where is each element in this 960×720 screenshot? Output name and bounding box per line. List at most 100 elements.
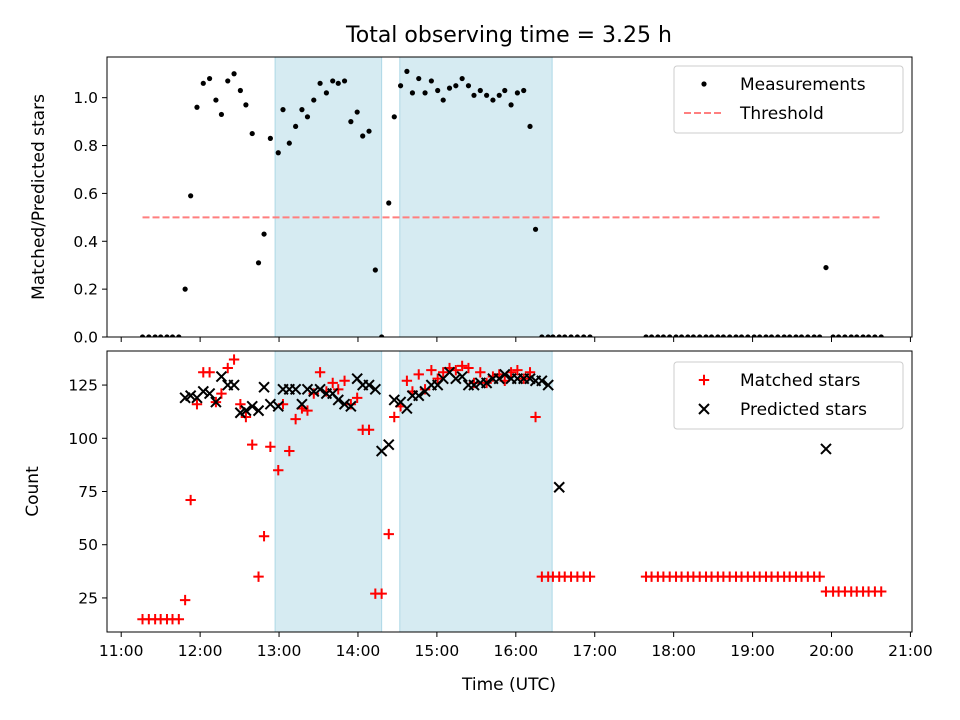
data-point <box>587 334 593 337</box>
panel-ratio: 0.0 0.2 0.4 0.6 0.8 1.0 Matched/Predicted star… <box>29 56 913 347</box>
legend-swatch <box>698 374 710 386</box>
data-point <box>426 364 437 376</box>
data-point <box>272 400 284 413</box>
data-point <box>152 334 158 337</box>
data-point <box>376 588 387 599</box>
legend-swatch <box>701 81 707 87</box>
data-point <box>386 200 392 206</box>
x-tick-label: 21:00 <box>888 642 933 660</box>
panel-counts: 11:00 12:00 13:00 14:00 15:00 16:00 17:00 18:00… <box>23 350 933 660</box>
data-point <box>745 334 751 337</box>
data-point <box>660 334 666 337</box>
legend: Measurements Threshold <box>673 65 904 134</box>
legend-label: Measurements <box>740 75 866 95</box>
data-point <box>265 441 276 452</box>
data-point <box>363 424 375 435</box>
data-point <box>240 404 252 417</box>
data-point <box>435 87 441 94</box>
data-point <box>404 68 410 74</box>
plot-area <box>137 354 887 625</box>
data-point <box>339 375 350 387</box>
data-point <box>218 111 225 118</box>
data-point <box>574 334 580 337</box>
data-point <box>360 133 366 139</box>
chart-title: Total observing time = 3.25 h <box>345 23 672 48</box>
data-point <box>203 387 216 400</box>
axes-frame <box>106 56 913 338</box>
data-point <box>225 78 231 84</box>
data-point <box>878 334 884 337</box>
data-point <box>372 267 378 273</box>
data-point <box>332 394 344 406</box>
data-point <box>817 334 823 337</box>
data-point <box>228 354 240 365</box>
data-point <box>872 334 878 337</box>
observing-interval-2 <box>399 56 553 338</box>
data-point <box>351 392 363 404</box>
data-point <box>391 114 397 120</box>
data-point <box>304 114 311 120</box>
data-point <box>453 83 459 89</box>
data-point <box>865 334 872 337</box>
data-point <box>463 362 474 374</box>
data-point <box>383 528 394 540</box>
x-tick-label: 20:00 <box>809 642 854 660</box>
x-tick-label: 12:00 <box>178 642 223 660</box>
data-point <box>191 399 203 410</box>
y-tick-label: 1.0 <box>73 89 98 107</box>
legend-label: Predicted stars <box>740 400 867 420</box>
data-point <box>581 334 587 337</box>
data-point <box>301 383 314 396</box>
x-tick-label: 14:00 <box>336 642 381 660</box>
data-point <box>383 438 395 451</box>
data-point <box>200 80 206 86</box>
data-point <box>341 78 348 84</box>
data-point <box>261 231 267 237</box>
data-point <box>496 92 502 98</box>
data-point <box>314 383 326 396</box>
data-point <box>369 383 382 396</box>
data-point <box>842 334 848 337</box>
data-point <box>475 367 486 378</box>
data-point <box>173 614 185 625</box>
x-tick-label: 16:00 <box>493 642 538 660</box>
data-point <box>409 90 416 96</box>
data-point <box>237 87 243 94</box>
data-point <box>545 334 551 337</box>
data-point <box>655 334 661 337</box>
x-tick-label: 19:00 <box>730 642 775 660</box>
data-point <box>550 334 556 337</box>
data-point <box>273 465 284 476</box>
data-point <box>338 398 351 410</box>
data-point <box>568 334 574 337</box>
data-point <box>182 286 188 292</box>
plot-area <box>139 68 884 337</box>
data-point <box>314 367 326 378</box>
series-measurements <box>139 68 884 337</box>
data-point <box>830 334 836 337</box>
data-point <box>775 334 781 337</box>
data-point <box>253 571 264 582</box>
data-point <box>413 389 425 402</box>
data-point <box>539 334 545 337</box>
data-point <box>459 75 465 82</box>
data-point <box>293 123 299 130</box>
data-point <box>169 334 176 337</box>
data-point <box>527 123 533 130</box>
data-point <box>255 260 262 266</box>
data-point <box>768 334 775 337</box>
legend-box <box>673 65 904 134</box>
y-axis-label: Matched/Predicted stars <box>29 94 49 300</box>
y-tick-label: 0.2 <box>73 281 98 299</box>
legend: Matched stars Predicted stars <box>673 361 904 430</box>
data-point <box>450 372 462 385</box>
data-point <box>222 362 233 374</box>
data-point <box>787 334 793 337</box>
x-tick-label: 15:00 <box>415 642 460 660</box>
data-point <box>798 334 805 337</box>
data-point <box>438 367 449 378</box>
y-tick-label: 0.6 <box>73 185 98 203</box>
data-point <box>508 102 514 108</box>
y-axis-label: Count <box>23 466 43 517</box>
series-matched-stars <box>137 354 887 625</box>
